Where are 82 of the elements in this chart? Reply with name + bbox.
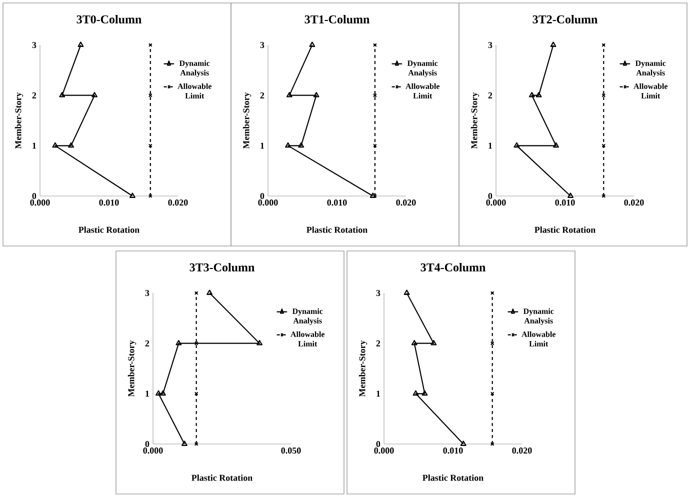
- chart-title: 3T2-Column: [532, 14, 598, 24]
- y-tick-label: 2: [376, 340, 380, 346]
- point: [256, 340, 263, 346]
- point: [411, 340, 418, 346]
- x-tick-label: 0.010: [555, 200, 575, 206]
- point: [514, 142, 520, 148]
- x-tick-label: 0.000: [143, 448, 163, 454]
- x-axis-title: Plastic Rotation: [192, 474, 252, 481]
- point: [92, 92, 98, 98]
- point: [528, 92, 535, 98]
- y-tick-label: 0: [488, 192, 492, 200]
- legend-label: Allowable Limit: [290, 331, 325, 346]
- x-tick-label: 0.020: [624, 200, 644, 206]
- point: [160, 390, 166, 396]
- y-tick-label: 3: [145, 290, 150, 296]
- y-tick-label: 0: [145, 440, 150, 448]
- point: [372, 93, 377, 98]
- y-axis-title: Member-Story: [242, 92, 252, 149]
- x-axis-title: Plastic Rotation: [422, 474, 484, 481]
- y-tick-label: 2: [145, 340, 150, 346]
- legend-label: Allowable Limit: [406, 83, 440, 98]
- y-axis-title: Member-Story: [358, 340, 368, 397]
- point: [52, 142, 58, 148]
- point: [148, 93, 152, 98]
- y-tick-label: 3: [488, 42, 492, 48]
- y-tick-label: 3: [32, 42, 36, 48]
- y-tick-label: 1: [376, 390, 380, 397]
- y-tick-label: 0: [32, 192, 36, 200]
- legend-label: Allowable Limit: [634, 83, 668, 98]
- legend-label: Dynamic Analysis: [292, 308, 323, 326]
- legend-label: Allowable Limit: [522, 331, 556, 346]
- y-tick-label: 1: [32, 142, 36, 149]
- chart-title: 3T0-Column: [76, 14, 142, 24]
- point: [313, 92, 320, 98]
- point: [422, 390, 428, 396]
- point: [59, 92, 66, 98]
- x-tick-label: 0.010: [327, 200, 347, 206]
- y-tick-label: 1: [146, 390, 150, 397]
- y-axis-title: Member-Story: [470, 92, 480, 149]
- legend-label: Allowable Limit: [178, 83, 212, 98]
- point: [412, 390, 419, 396]
- y-tick-label: 0: [376, 440, 380, 448]
- chart-title: 3T4-Column: [420, 262, 486, 272]
- y-tick-label: 2: [32, 92, 36, 98]
- x-tick-label: 0.010: [443, 448, 463, 454]
- x-tick-label: 0.000: [486, 200, 506, 206]
- y-tick-label: 2: [260, 92, 264, 98]
- x-tick-label: 0.000: [30, 200, 50, 206]
- point: [553, 142, 560, 148]
- y-tick-label: 3: [376, 290, 380, 296]
- y-axis-title: Member-Story: [14, 92, 24, 149]
- point: [298, 142, 304, 148]
- x-tick-label: 0.050: [281, 448, 301, 454]
- point: [285, 142, 291, 148]
- chart-title: 3T1-Column: [304, 14, 370, 24]
- x-axis-title: Plastic Rotation: [534, 226, 596, 233]
- y-tick-label: 0: [260, 192, 264, 200]
- y-tick-label: 1: [488, 142, 492, 149]
- point: [286, 92, 292, 98]
- y-tick-label: 1: [260, 142, 264, 149]
- x-axis-title: Plastic Rotation: [78, 226, 140, 233]
- point: [148, 144, 152, 148]
- x-tick-label: 0.010: [99, 200, 119, 206]
- x-tick-label: 0.020: [512, 448, 532, 454]
- point: [430, 340, 437, 346]
- x-tick-label: 0.020: [168, 200, 188, 206]
- x-tick-label: 0.000: [258, 200, 278, 206]
- y-tick-label: 2: [488, 92, 492, 98]
- point: [156, 390, 162, 396]
- y-tick-label: 3: [260, 42, 264, 48]
- chart-title: 3T3-Column: [190, 262, 254, 272]
- legend-label: Dynamic Analysis: [523, 308, 554, 326]
- x-tick-label: 0.020: [396, 200, 416, 206]
- point: [68, 142, 74, 148]
- point: [176, 340, 182, 346]
- legend-label: Dynamic Analysis: [179, 60, 210, 78]
- x-axis-title: Plastic Rotation: [306, 226, 368, 233]
- legend-label: Dynamic Analysis: [407, 60, 438, 78]
- point: [536, 92, 542, 98]
- x-tick-label: 0.000: [374, 448, 394, 454]
- y-axis-title: Member-Story: [128, 340, 136, 397]
- legend-label: Dynamic Analysis: [635, 60, 666, 78]
